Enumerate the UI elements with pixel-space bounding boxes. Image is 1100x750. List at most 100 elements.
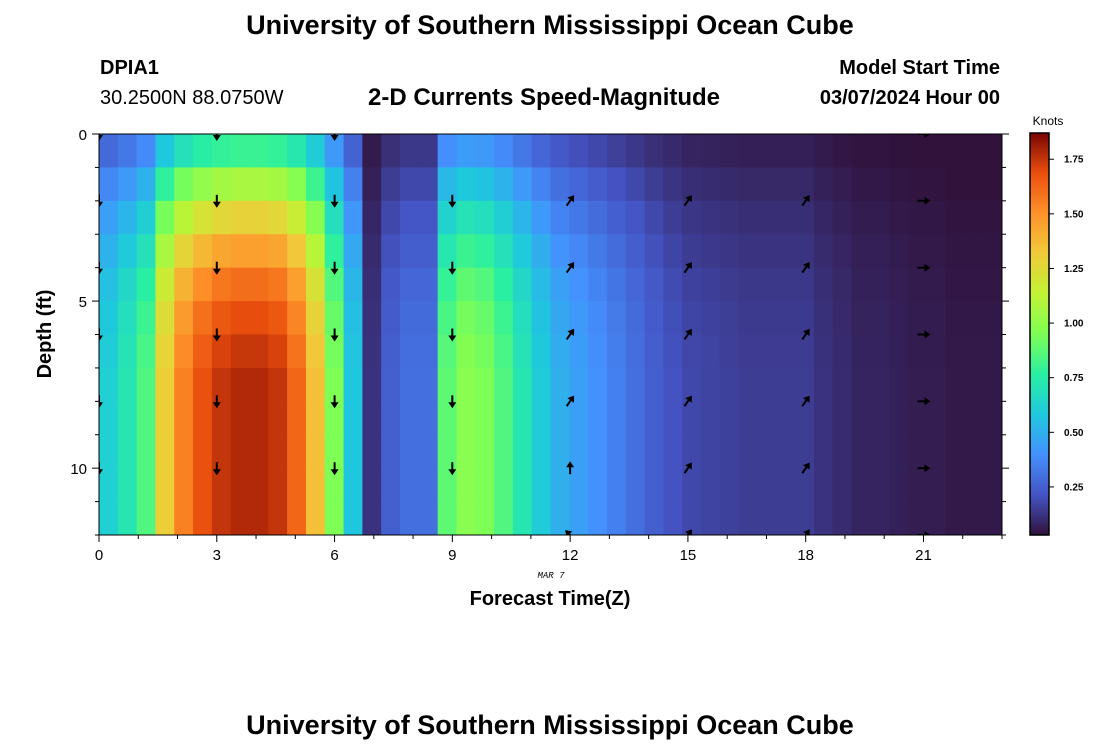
heatmap-cell [795, 401, 815, 436]
heatmap-cell [682, 401, 702, 436]
heatmap-cell [174, 167, 194, 202]
heatmap-cell [193, 468, 213, 503]
heatmap-cell [211, 367, 232, 402]
x-tick-label: 12 [562, 547, 579, 564]
x-tick-label: 3 [213, 547, 221, 564]
heatmap-cell [907, 234, 928, 269]
heatmap-cell [343, 234, 363, 269]
heatmap-cell [362, 367, 382, 402]
heatmap-cell [701, 134, 721, 169]
heatmap-cell [588, 434, 608, 469]
heatmap-cell [494, 167, 514, 202]
heatmap-cell [701, 334, 721, 369]
heatmap-cell [945, 167, 965, 202]
heatmap-cell [964, 468, 984, 503]
heatmap-cell [287, 434, 307, 469]
heatmap-cell [136, 234, 157, 269]
current-arrow [801, 462, 810, 474]
heatmap-cell [776, 501, 796, 535]
heatmap-cell [606, 167, 627, 202]
heatmap-cell [983, 334, 1002, 369]
chart-subtitle: 2-D Currents Speed-Magnitude [368, 84, 721, 111]
heatmap-cell [606, 501, 627, 535]
heatmap-cell [494, 200, 514, 235]
heatmap-cell [870, 301, 890, 336]
heatmap-cell [381, 367, 401, 402]
heatmap-cell [287, 267, 307, 302]
heatmap-cell [644, 134, 664, 169]
heatmap-cell [531, 200, 552, 235]
y-tick-label: 5 [79, 294, 87, 311]
heatmap-cell [136, 301, 157, 336]
heatmap-cell [174, 334, 194, 369]
heatmap-cell [305, 434, 326, 469]
heatmap-cell [456, 468, 476, 503]
heatmap-cell [832, 434, 853, 469]
heatmap-cell [625, 134, 646, 169]
heatmap-cell [644, 401, 664, 436]
heatmap-cell [663, 434, 683, 469]
heatmap-cell [155, 200, 175, 235]
heatmap-cell [268, 401, 288, 436]
heatmap-cell [512, 401, 533, 436]
colorbar-tick-label: 0.50 [1064, 428, 1084, 439]
heatmap-cell [795, 200, 815, 235]
heatmap-cell [230, 501, 251, 535]
heatmap-cell [475, 167, 495, 202]
x-axis: 0 3 6 9 12 15 18 21 [95, 535, 1003, 564]
heatmap-cell [588, 468, 608, 503]
current-arrow [801, 328, 810, 340]
heatmap-cell [512, 334, 533, 369]
heatmap-cell [682, 334, 702, 369]
current-arrow [683, 195, 692, 207]
heatmap-cell [550, 468, 570, 503]
heatmap-cell [99, 434, 119, 469]
heatmap-cell [832, 134, 853, 169]
heatmap-cell [305, 167, 326, 202]
current-arrow [917, 531, 931, 535]
heatmap-cell [305, 134, 326, 169]
heatmap-cell [550, 367, 570, 402]
heatmap-cell [456, 167, 476, 202]
heatmap-cell [945, 334, 965, 369]
heatmap-cell [719, 301, 740, 336]
heatmap-cell [926, 334, 947, 369]
heatmap-cell [870, 434, 890, 469]
heatmap-cell [625, 468, 646, 503]
heatmap-cell [99, 468, 119, 503]
heatmap-cell [776, 267, 796, 302]
current-arrow [448, 462, 457, 476]
heatmap-cell [381, 200, 401, 235]
heatmap-cell [268, 301, 288, 336]
heatmap-cell [324, 134, 345, 169]
heatmap-cell [400, 501, 420, 535]
heatmap-cell [889, 234, 909, 269]
heatmap-cell [663, 367, 683, 402]
date-label: MAR 7 [537, 571, 565, 581]
heatmap-cell [324, 267, 345, 302]
heatmap-cell [757, 334, 777, 369]
heatmap-cell [418, 167, 439, 202]
heatmap-cell [305, 267, 326, 302]
heatmap-cell [174, 501, 194, 535]
heatmap-cell [757, 367, 777, 402]
heatmap-cell [437, 167, 458, 202]
heatmap-cell [588, 501, 608, 535]
current-arrow [448, 395, 457, 409]
heatmap-cell [305, 334, 326, 369]
heatmap-cell [964, 367, 984, 402]
heatmap-cell [155, 134, 175, 169]
heatmap-cell [174, 367, 194, 402]
heatmap-cell [362, 301, 382, 336]
heatmap-cell [362, 134, 382, 169]
heatmap-cell [437, 267, 458, 302]
heatmap-cell [983, 200, 1002, 235]
heatmap-cell [738, 267, 759, 302]
current-arrow [448, 261, 457, 275]
heatmap-cell [494, 234, 514, 269]
heatmap-cell [211, 301, 232, 336]
heatmap-cell [983, 501, 1002, 535]
heatmap-cell [907, 334, 928, 369]
heatmap-cell [889, 301, 909, 336]
heatmap-cell [738, 234, 759, 269]
